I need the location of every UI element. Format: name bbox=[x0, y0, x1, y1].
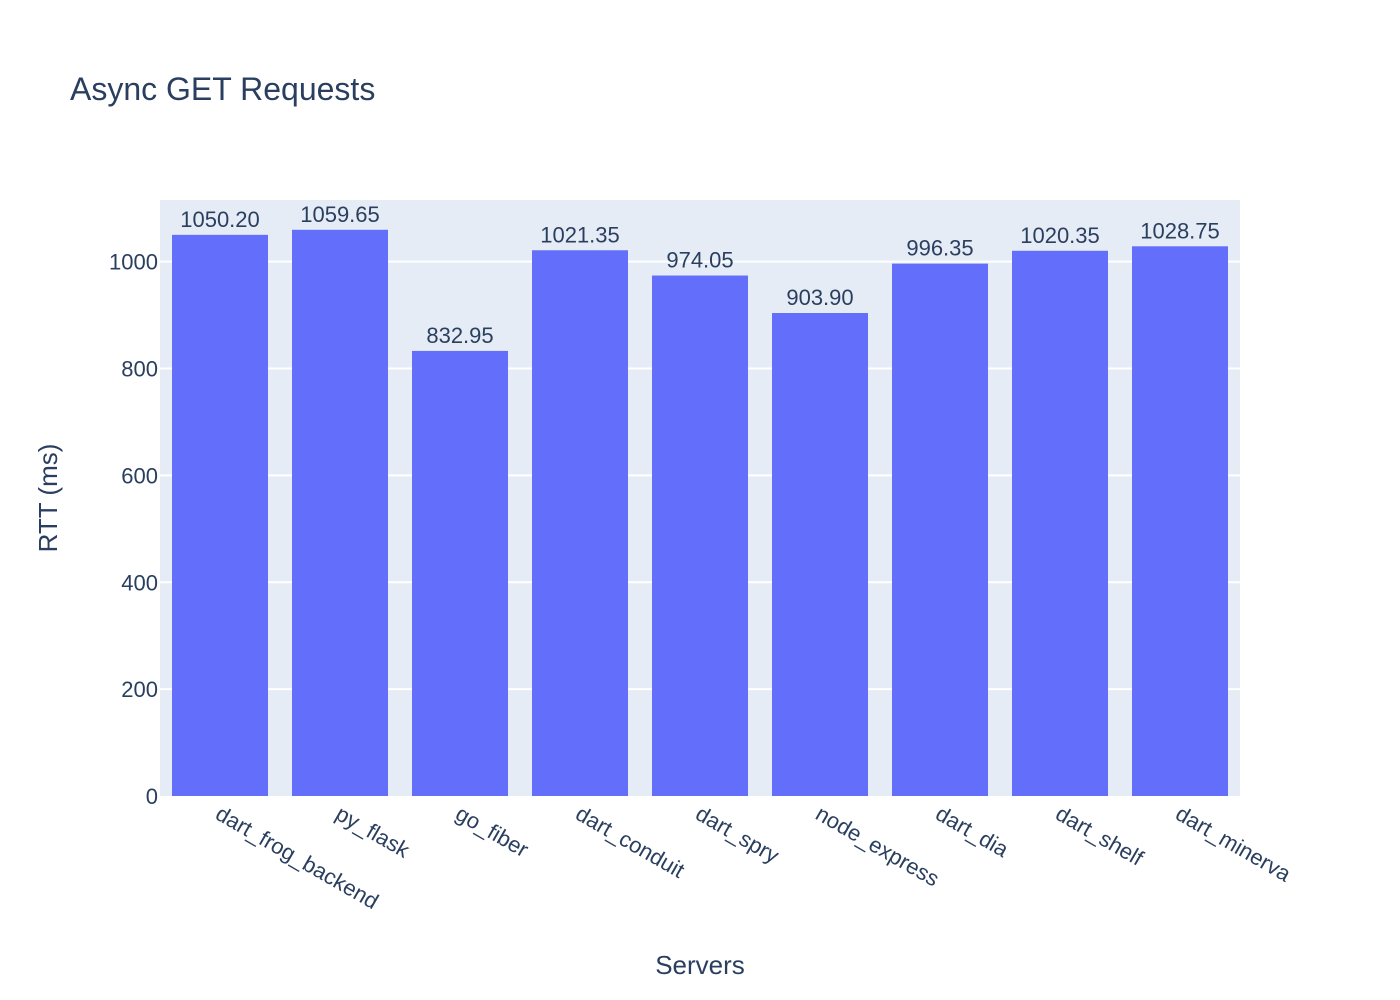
bar-value-label: 832.95 bbox=[426, 323, 493, 348]
bar bbox=[172, 234, 268, 796]
x-tick-label: dart_conduit bbox=[572, 801, 689, 883]
x-axis-title: Servers bbox=[655, 950, 745, 980]
bars bbox=[172, 229, 1228, 797]
bar bbox=[292, 229, 388, 796]
bar bbox=[1012, 250, 1108, 797]
x-tick-label: dart_spry bbox=[692, 801, 784, 869]
x-tick-label: node_express bbox=[812, 801, 944, 892]
x-tick-label: dart_dia bbox=[932, 801, 1014, 863]
y-tick-label: 400 bbox=[121, 570, 158, 595]
y-axis-title: RTT (ms) bbox=[33, 444, 63, 553]
bar bbox=[412, 350, 508, 796]
bar-value-label: 974.05 bbox=[666, 248, 733, 273]
y-tick-label: 0 bbox=[146, 784, 158, 809]
bar-value-label: 1020.35 bbox=[1020, 223, 1100, 248]
x-tick-label: dart_minerva bbox=[1172, 801, 1296, 887]
bar-value-label: 1028.75 bbox=[1140, 218, 1220, 243]
chart-title: Async GET Requests bbox=[70, 71, 375, 107]
x-tick-label: dart_shelf bbox=[1052, 801, 1149, 871]
bar bbox=[532, 250, 628, 796]
bar-value-label: 1050.20 bbox=[180, 207, 260, 232]
y-tick-label: 200 bbox=[121, 677, 158, 702]
bar-value-label: 903.90 bbox=[786, 285, 853, 310]
bar-value-label: 996.35 bbox=[906, 236, 973, 261]
y-tick-label: 1000 bbox=[109, 250, 158, 275]
bar bbox=[652, 275, 748, 797]
bar bbox=[892, 263, 988, 796]
bar-value-label: 1021.35 bbox=[540, 222, 620, 247]
x-tick-label: go_fiber bbox=[452, 801, 533, 862]
y-axis-ticks: 0 200 400 600 800 1000 bbox=[109, 250, 158, 809]
bar bbox=[772, 313, 868, 796]
bar-value-label: 1059.65 bbox=[300, 202, 380, 227]
y-tick-label: 800 bbox=[121, 357, 158, 382]
x-tick-label: py_flask bbox=[332, 801, 415, 864]
y-tick-label: 600 bbox=[121, 463, 158, 488]
data-labels: 1050.20 1059.65 832.95 1021.35 974.05 903.90 9… bbox=[180, 202, 1220, 348]
bar bbox=[1132, 246, 1228, 796]
